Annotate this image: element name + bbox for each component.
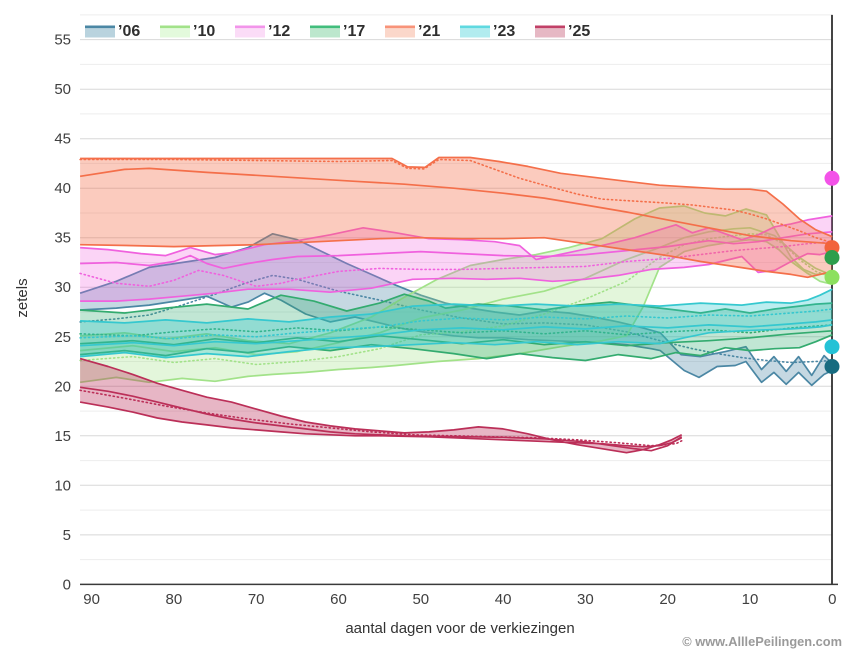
svg-text:10: 10 [54, 477, 71, 494]
svg-text:30: 30 [54, 279, 71, 296]
svg-text:10: 10 [742, 591, 759, 608]
svg-text:0: 0 [828, 591, 836, 608]
svg-text:’12: ’12 [268, 23, 290, 40]
svg-text:’21: ’21 [418, 23, 440, 40]
svg-text:30: 30 [577, 591, 594, 608]
svg-text:20: 20 [659, 591, 676, 608]
svg-text:70: 70 [248, 591, 265, 608]
svg-text:40: 40 [495, 591, 512, 608]
svg-text:60: 60 [330, 591, 347, 608]
svg-text:’17: ’17 [343, 23, 365, 40]
svg-text:90: 90 [83, 591, 100, 608]
svg-text:’25: ’25 [568, 23, 590, 40]
svg-text:15: 15 [54, 428, 71, 445]
svg-text:50: 50 [412, 591, 429, 608]
svg-text:45: 45 [54, 131, 71, 148]
svg-text:20: 20 [54, 378, 71, 395]
svg-text:80: 80 [166, 591, 183, 608]
svg-text:0: 0 [63, 576, 71, 593]
svg-text:’06: ’06 [118, 23, 140, 40]
svg-text:40: 40 [54, 180, 71, 197]
svg-text:55: 55 [54, 32, 71, 49]
svg-text:’10: ’10 [193, 23, 215, 40]
svg-text:25: 25 [54, 329, 71, 346]
svg-text:50: 50 [54, 81, 71, 98]
svg-text:5: 5 [63, 527, 71, 544]
svg-text:© www.AlllePeilingen.com: © www.AlllePeilingen.com [682, 634, 842, 649]
svg-text:35: 35 [54, 230, 71, 247]
svg-text:zetels: zetels [14, 278, 31, 317]
svg-text:’23: ’23 [493, 23, 515, 40]
svg-text:aantal dagen voor de verkiezin: aantal dagen voor de verkiezingen [345, 620, 574, 637]
